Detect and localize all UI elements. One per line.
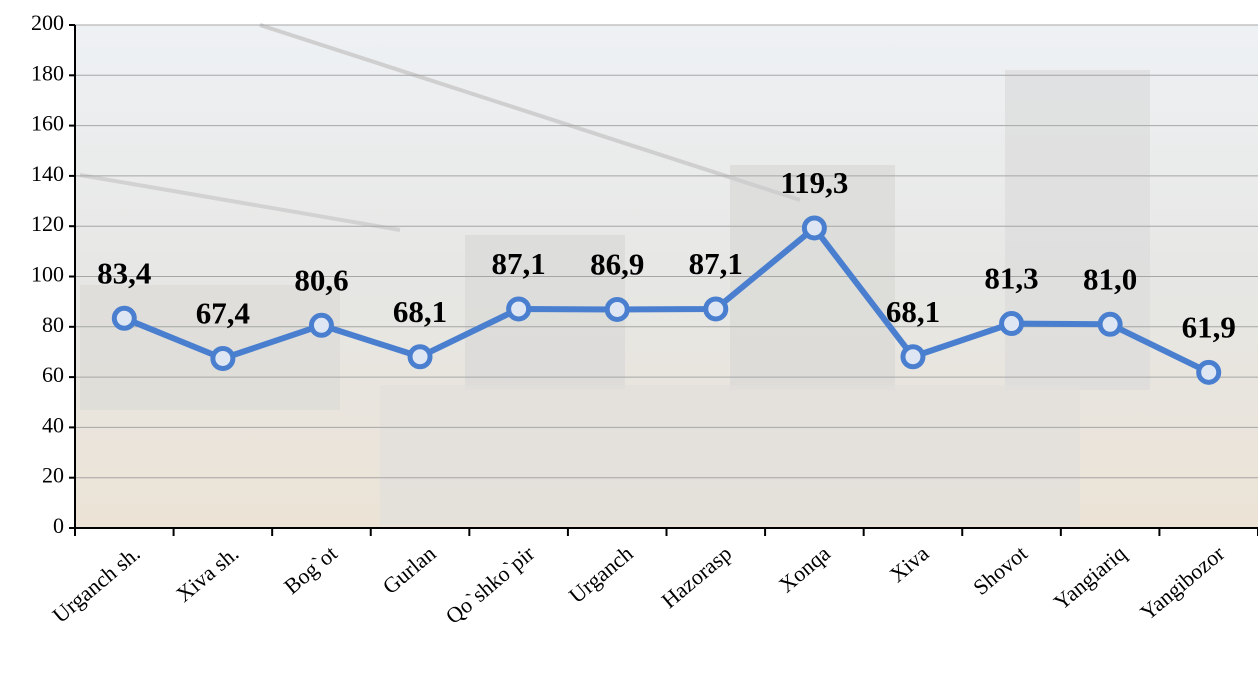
x-tick-label: Bog`ot <box>279 541 342 599</box>
point <box>607 299 627 319</box>
point <box>903 347 923 367</box>
value-label: 83,4 <box>97 255 151 290</box>
x-tick-label: Yangiariq <box>1049 541 1131 615</box>
point <box>311 315 331 335</box>
x-tick-label: Urganch sh. <box>48 541 145 628</box>
chart: 0 20 40 60 80 100 120 140 160 180 200 Urganch sh. Xi… <box>0 0 1258 673</box>
x-tick-label: Gurlan <box>378 541 441 599</box>
y-tick-label: 0 <box>53 513 64 538</box>
y-tick-label: 80 <box>42 312 64 337</box>
value-label: 87,1 <box>689 246 743 281</box>
x-tick-label: Qo`shko`pir <box>441 540 540 629</box>
value-label: 87,1 <box>492 246 546 281</box>
value-label: 86,9 <box>590 247 644 282</box>
point <box>410 347 430 367</box>
x-tick-label: Shovot <box>968 541 1032 600</box>
x-tick-label: Hazorasp <box>657 541 737 614</box>
value-label: 81,3 <box>984 261 1038 296</box>
point <box>213 348 233 368</box>
y-tick-label: 180 <box>31 60 64 85</box>
y-tick-label: 120 <box>31 211 64 236</box>
y-tick-label: 200 <box>31 10 64 35</box>
point <box>1002 314 1022 334</box>
value-label: 68,1 <box>393 294 447 329</box>
point <box>1100 314 1120 334</box>
point <box>1199 362 1219 382</box>
x-tick-label: Xonqa <box>774 540 835 597</box>
y-tick-label: 140 <box>31 161 64 186</box>
y-tick-label: 40 <box>42 412 64 437</box>
x-tick-label: Urganch <box>564 541 638 609</box>
x-tick-label: Yangibozor <box>1135 540 1229 625</box>
y-tick-label: 20 <box>42 463 64 488</box>
x-tick-label: Xiva <box>885 540 934 587</box>
value-label: 80,6 <box>294 262 348 297</box>
point <box>804 218 824 238</box>
x-tick-label: Xiva sh. <box>171 541 243 607</box>
value-label: 67,4 <box>196 296 250 331</box>
value-label: 61,9 <box>1182 309 1236 344</box>
value-label: 81,0 <box>1083 261 1137 296</box>
value-label: 68,1 <box>886 294 940 329</box>
point <box>509 299 529 319</box>
point <box>114 308 134 328</box>
y-tick-label: 60 <box>42 362 64 387</box>
value-label: 119,3 <box>780 165 848 200</box>
y-tick-label: 100 <box>31 262 64 287</box>
point <box>706 299 726 319</box>
y-tick-label: 160 <box>31 111 64 136</box>
